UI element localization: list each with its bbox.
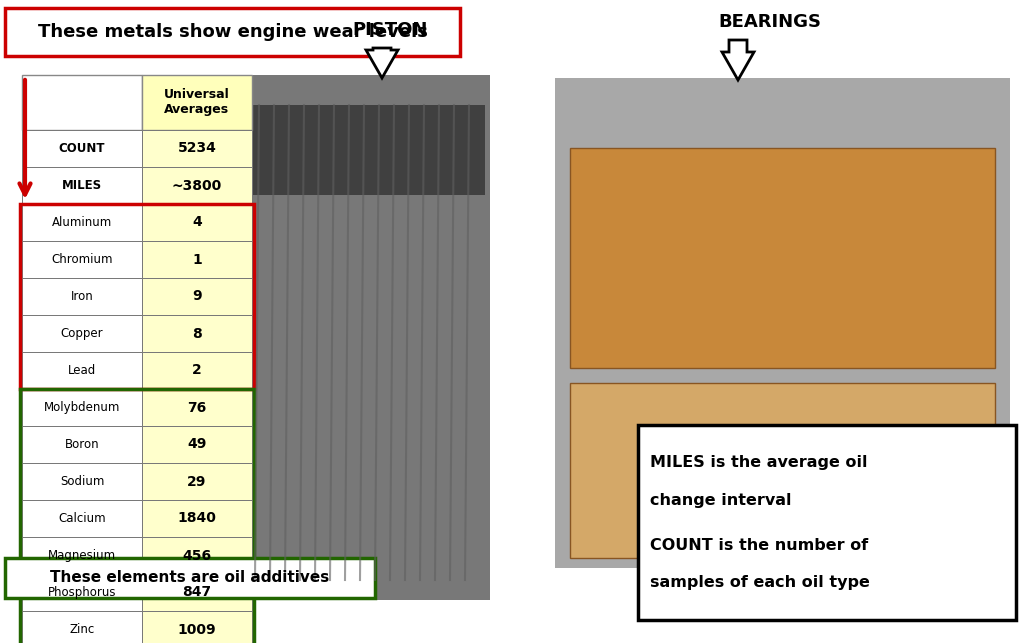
Text: MILES: MILES — [61, 179, 102, 192]
Text: 49: 49 — [187, 437, 207, 451]
Bar — [570, 383, 995, 558]
Bar — [142, 537, 252, 574]
Bar — [20, 204, 254, 389]
Bar — [142, 352, 252, 389]
Bar — [22, 241, 142, 278]
Bar — [22, 167, 142, 204]
Text: 1840: 1840 — [177, 511, 216, 525]
Text: Molybdenum: Molybdenum — [44, 401, 120, 414]
Text: 1009: 1009 — [178, 622, 216, 637]
Text: COUNT: COUNT — [58, 142, 105, 155]
Bar — [22, 315, 142, 352]
Bar — [142, 315, 252, 352]
Text: COUNT is the number of: COUNT is the number of — [650, 538, 868, 552]
Bar — [142, 611, 252, 643]
Text: 4: 4 — [193, 215, 202, 230]
Text: ~3800: ~3800 — [172, 179, 222, 192]
Text: 1: 1 — [193, 253, 202, 266]
Text: Chromium: Chromium — [51, 253, 113, 266]
Bar — [22, 75, 142, 130]
Text: Copper: Copper — [60, 327, 103, 340]
Bar — [142, 241, 252, 278]
Text: 5234: 5234 — [177, 141, 216, 156]
Text: Sodium: Sodium — [59, 475, 104, 488]
Text: Aluminum: Aluminum — [52, 216, 112, 229]
Text: Universal
Averages: Universal Averages — [164, 89, 229, 116]
Bar — [142, 500, 252, 537]
Bar — [22, 611, 142, 643]
Bar — [20, 389, 254, 643]
Bar — [142, 463, 252, 500]
Text: BEARINGS: BEARINGS — [719, 13, 821, 31]
Bar — [142, 426, 252, 463]
Bar — [22, 537, 142, 574]
Bar — [142, 278, 252, 315]
Bar — [22, 389, 142, 426]
Text: 456: 456 — [182, 548, 212, 563]
Bar — [22, 574, 142, 611]
Bar — [142, 75, 252, 130]
Text: Zinc: Zinc — [70, 623, 94, 636]
Bar — [22, 130, 142, 167]
Text: These elements are oil additives: These elements are oil additives — [50, 570, 330, 586]
Bar — [22, 352, 142, 389]
Text: MILES is the average oil: MILES is the average oil — [650, 455, 867, 471]
Text: Boron: Boron — [65, 438, 99, 451]
Bar — [142, 130, 252, 167]
Bar — [142, 167, 252, 204]
Bar — [638, 425, 1016, 620]
Bar — [142, 204, 252, 241]
Bar — [22, 278, 142, 315]
Bar — [245, 75, 490, 600]
Bar — [22, 426, 142, 463]
Text: Lead: Lead — [68, 364, 96, 377]
Polygon shape — [722, 40, 754, 80]
Bar — [5, 8, 460, 56]
Bar — [570, 148, 995, 368]
Bar — [22, 463, 142, 500]
Bar — [5, 558, 375, 598]
Text: 29: 29 — [187, 475, 207, 489]
Polygon shape — [366, 48, 398, 78]
Bar — [142, 389, 252, 426]
Text: 2: 2 — [193, 363, 202, 377]
Text: 8: 8 — [193, 327, 202, 341]
Bar — [22, 500, 142, 537]
Text: Calcium: Calcium — [58, 512, 105, 525]
Bar — [22, 204, 142, 241]
Bar — [555, 78, 1010, 568]
Text: 847: 847 — [182, 586, 212, 599]
Bar — [250, 105, 485, 195]
Text: Iron: Iron — [71, 290, 93, 303]
Text: These metals show engine wear levels: These metals show engine wear levels — [38, 23, 427, 41]
Text: 9: 9 — [193, 289, 202, 303]
Text: PISTON: PISTON — [352, 21, 428, 39]
Bar — [142, 574, 252, 611]
Text: Phosphorus: Phosphorus — [48, 586, 117, 599]
Text: samples of each oil type: samples of each oil type — [650, 575, 869, 590]
Text: Magnesium: Magnesium — [48, 549, 116, 562]
Text: 76: 76 — [187, 401, 207, 415]
Text: change interval: change interval — [650, 493, 792, 507]
